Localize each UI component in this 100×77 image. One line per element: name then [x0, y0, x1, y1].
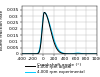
4,000 rpm experimental	[87, 53, 88, 54]
4,000 rpm digital	[34, 53, 36, 54]
4,000 rpm experimental	[44, 12, 45, 13]
4,000 rpm digital	[87, 53, 88, 54]
4,000 rpm digital	[30, 53, 31, 54]
4,000 rpm experimental	[95, 53, 96, 54]
4,000 rpm experimental	[96, 53, 98, 54]
4,000 rpm digital	[95, 53, 96, 54]
4,000 rpm experimental	[50, 28, 51, 29]
4,000 rpm digital	[21, 53, 23, 54]
4,000 rpm digital	[53, 42, 55, 43]
4,000 rpm experimental	[30, 53, 31, 54]
4,000 rpm experimental	[34, 53, 36, 54]
Line: 4,000 rpm experimental: 4,000 rpm experimental	[22, 12, 97, 54]
4,000 rpm experimental	[21, 53, 23, 54]
4,000 rpm experimental	[53, 39, 55, 40]
Y-axis label: Burnt fraction rate: Burnt fraction rate	[0, 10, 4, 50]
4,000 rpm digital	[50, 30, 51, 31]
Line: 4,000 rpm digital: 4,000 rpm digital	[22, 12, 97, 54]
4,000 rpm digital	[96, 53, 98, 54]
Legend: 4,000 rpm digital, 4,000 rpm experimental: 4,000 rpm digital, 4,000 rpm experimenta…	[25, 65, 85, 74]
4,000 rpm digital	[44, 12, 45, 13]
X-axis label: Crankshaft angle (°): Crankshaft angle (°)	[37, 63, 82, 67]
